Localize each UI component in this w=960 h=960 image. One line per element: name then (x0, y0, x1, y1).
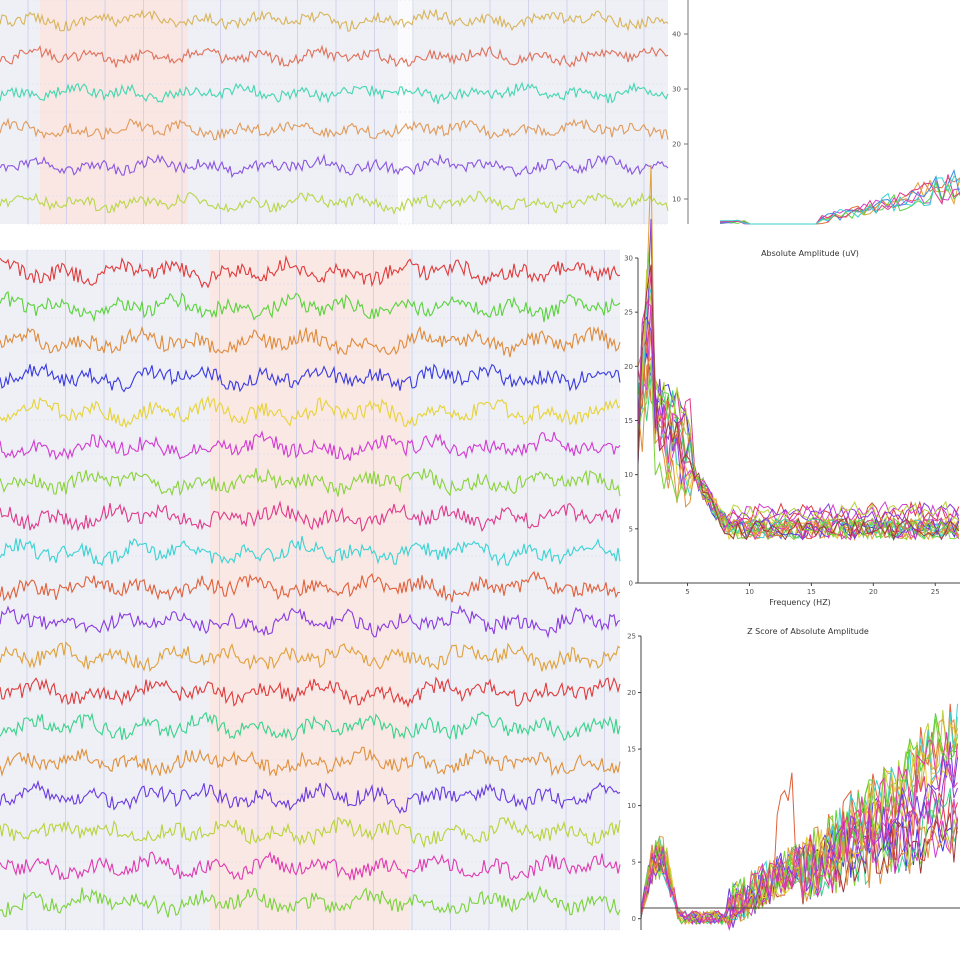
abs-amplitude-series-line (637, 164, 960, 541)
zscore-series-line (640, 807, 958, 927)
zscore-series-line (640, 764, 958, 928)
zscore-series-line (640, 713, 958, 925)
abs-y-ticks: 0 5 10 15 20 25 30 (624, 255, 638, 588)
abs-amplitude-series-line (637, 355, 960, 540)
eeg-top-traces (0, 8, 669, 215)
eeg-channel-trace (0, 535, 621, 567)
y-tick-label: 20 (624, 363, 633, 371)
x-tick-label: 25 (931, 588, 940, 596)
top-right-spectrum-line (719, 175, 960, 225)
x-tick-label: 10 (745, 588, 754, 596)
y-tick-label: 10 (624, 471, 633, 479)
eeg-channel-trace (0, 395, 621, 429)
top-right-spectrum-partial (719, 168, 960, 225)
x-tick-label: 20 (869, 588, 878, 596)
abs-x-ticks: 5 10 15 20 25 (685, 583, 940, 596)
eeg-channel-trace (0, 676, 621, 708)
eeg-channel-trace (0, 711, 621, 742)
abs-amplitude-title: Absolute Amplitude (uV) (761, 249, 859, 258)
eeg-channel-trace (0, 325, 621, 358)
eeg-channel-trace (0, 746, 621, 777)
zscore-series-line (640, 732, 958, 924)
y-tick-label: 20 (627, 689, 636, 697)
eeg-channel-trace (0, 44, 669, 68)
eeg-channel-trace (0, 8, 669, 33)
eeg-channel-trace (0, 117, 669, 141)
y-tick-label: 15 (624, 417, 633, 425)
y-tick-label: 15 (627, 746, 636, 754)
eeg-channel-trace (0, 816, 621, 849)
y-tick-label: 5 (629, 525, 633, 533)
abs-amplitude-series-line (637, 362, 960, 540)
y-tick-label: 25 (624, 309, 633, 317)
x-tick-label: 15 (807, 588, 816, 596)
eeg-top-axis-ticks: 40 30 20 10 (672, 31, 688, 204)
abs-amplitude-series-line (637, 269, 960, 534)
absolute-amplitude-panel: Absolute Amplitude (uV) 0 5 10 15 20 25 30 5 10… (624, 164, 960, 607)
y-tick-label: 10 (627, 802, 636, 810)
eeg-channel-trace (0, 430, 621, 461)
y-tick-label: 25 (627, 633, 636, 641)
eeg-channel-trace (0, 81, 669, 105)
eeg-channel-trace (0, 153, 669, 179)
eeg-channel-trace (0, 570, 621, 603)
abs-amplitude-series-line (637, 271, 960, 541)
y-tick-label: 30 (624, 255, 633, 263)
eeg-channel-trace (0, 290, 621, 323)
y-tick-label: 0 (632, 915, 636, 923)
eeg-channel-trace (0, 467, 621, 497)
eeg-channel-trace (0, 254, 621, 289)
eeg-channel-trace (0, 641, 621, 673)
eeg-channel-trace (0, 604, 621, 639)
y-tick-label: 5 (632, 859, 636, 867)
top-axis-tick-label: 40 (672, 31, 681, 39)
eeg-top-grid (27, 0, 668, 225)
eeg-channel-trace (0, 779, 621, 815)
eeg-main-traces (0, 254, 621, 918)
eeg-panel-top: 40 30 20 10 (0, 0, 689, 225)
top-axis-tick-label: 20 (672, 141, 681, 149)
top-axis-tick-label: 10 (672, 196, 681, 204)
eeg-channel-trace (0, 191, 669, 215)
eeg-channel-trace (0, 885, 621, 918)
abs-amplitude-series-line (637, 264, 960, 542)
y-tick-label: 0 (629, 580, 633, 588)
zscore-y-ticks: 0 5 10 15 20 25 (627, 633, 641, 923)
eeg-panel-main (0, 249, 621, 931)
eeg-main-grid (26, 249, 620, 931)
x-tick-label: 5 (685, 588, 689, 596)
zscore-series-line (640, 761, 958, 924)
zscore-title: Z Score of Absolute Amplitude (747, 627, 869, 636)
top-axis-tick-label: 30 (672, 86, 681, 94)
abs-x-label: Frequency (HZ) (769, 598, 831, 607)
zscore-series (640, 703, 958, 932)
eeg-channel-trace (0, 500, 621, 533)
eeg-channel-trace (0, 850, 621, 882)
eeg-channel-trace (0, 362, 621, 393)
abs-amplitude-series-line (637, 301, 960, 541)
abs-amplitude-series-line (637, 336, 960, 540)
abs-amplitude-series (637, 164, 960, 542)
z-score-panel: Z Score of Absolute Amplitude 0 5 10 15 20 25 (627, 627, 960, 932)
